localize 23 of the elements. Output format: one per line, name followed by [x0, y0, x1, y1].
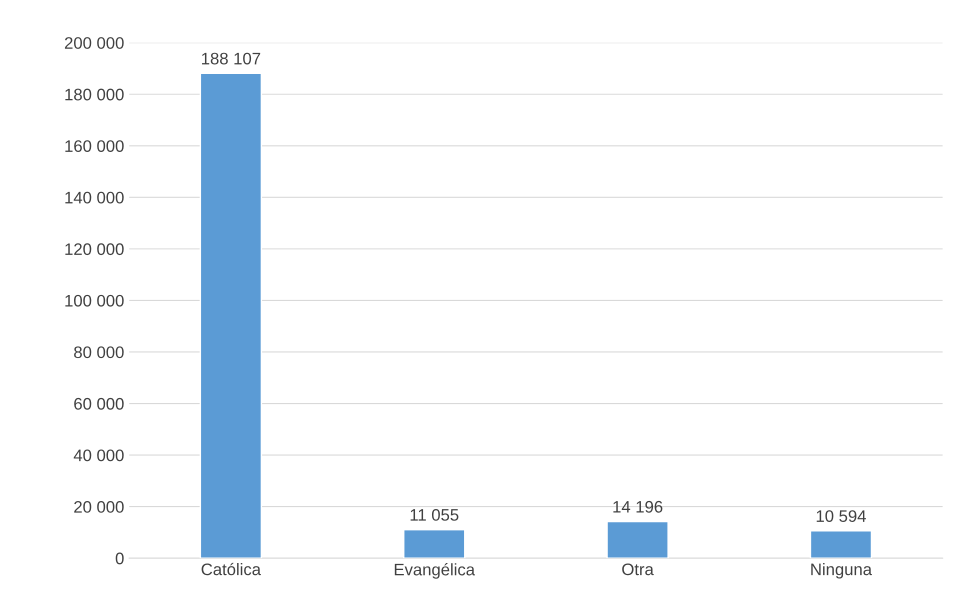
bar — [810, 530, 872, 558]
y-tick-label: 20 000 — [74, 501, 124, 513]
data-label: 11 055 — [410, 509, 458, 521]
data-label: 10 594 — [816, 510, 866, 522]
y-tick-label: 0 — [116, 552, 124, 564]
y-tick-label: 140 000 — [65, 192, 124, 204]
y-tick-label: 40 000 — [74, 449, 124, 462]
y-tick-label: 100 000 — [65, 294, 124, 307]
y-tick-label: 80 000 — [74, 346, 124, 358]
y-tick-label: 200 000 — [64, 37, 124, 49]
y-tick-label: 60 000 — [74, 398, 124, 410]
data-label: 14 196 — [613, 500, 662, 513]
y-tick-label: 120 000 — [65, 243, 124, 256]
y-tick-label: 160 000 — [65, 140, 124, 152]
bar — [403, 528, 466, 558]
bar — [200, 72, 262, 558]
x-tick-label: Católica — [202, 562, 261, 576]
y-tick-label: 180 000 — [65, 88, 124, 100]
bar — [606, 520, 669, 558]
x-tick-label: Evangélica — [394, 563, 476, 579]
x-tick-label: Ninguna — [811, 563, 872, 579]
x-tick-label: Otra — [622, 563, 654, 576]
data-label: 188 107 — [202, 52, 260, 64]
